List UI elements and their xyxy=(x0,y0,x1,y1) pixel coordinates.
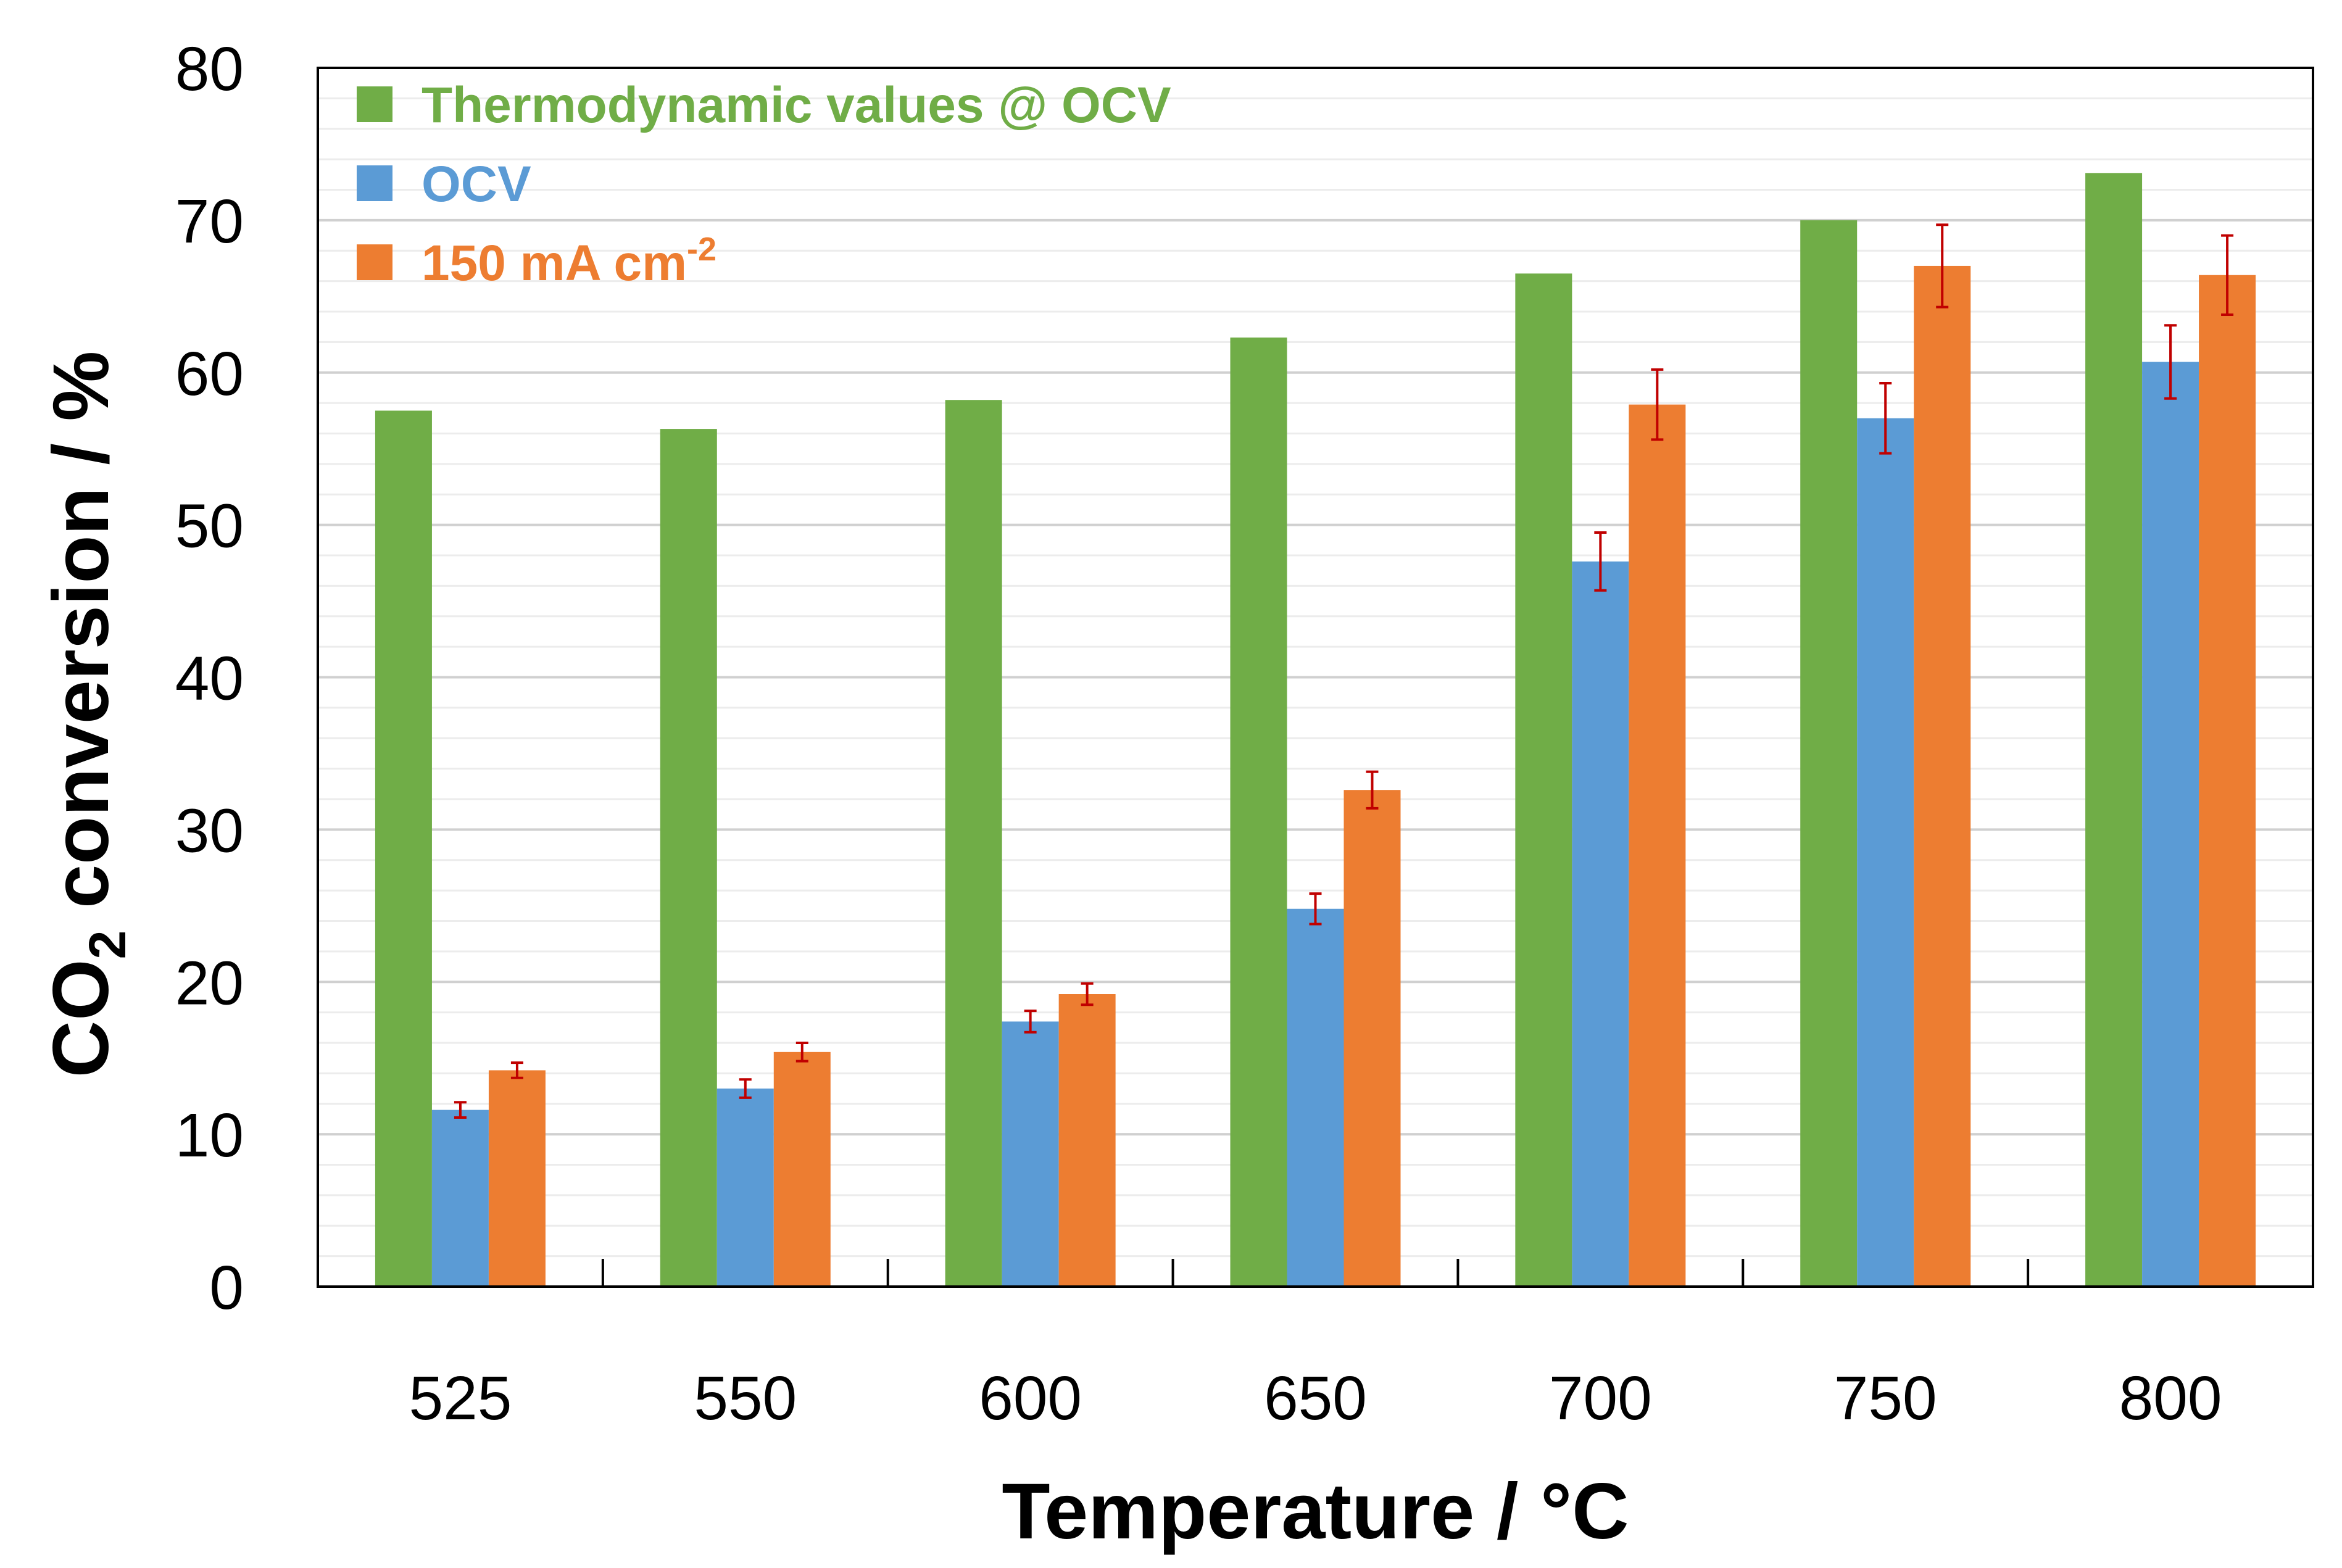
bar xyxy=(1343,790,1401,1287)
y-tick-label: 40 xyxy=(175,644,244,713)
bar xyxy=(1572,561,1629,1287)
x-tick-label: 550 xyxy=(694,1364,797,1433)
y-axis-title: CO2 conversion / % xyxy=(37,351,136,1078)
y-axis-tick-labels: 0 10 20 30 40 50 60 70 80 xyxy=(175,35,244,1322)
legend-label-text: 150 mA cm xyxy=(421,235,687,291)
minor-gridlines xyxy=(318,97,2313,1258)
bar xyxy=(2085,173,2143,1287)
y-axis-title-prefix: CO xyxy=(37,959,125,1077)
legend: Thermodynamic values @ OCV OCV 150 mA cm-2 xyxy=(357,77,1171,291)
bar xyxy=(945,400,1002,1287)
y-tick-label: 80 xyxy=(175,35,244,104)
bar xyxy=(488,1070,546,1287)
x-tick-label: 600 xyxy=(979,1364,1082,1433)
bars xyxy=(375,173,2256,1287)
x-axis-title: Temperature / °C xyxy=(1002,1467,1629,1556)
y-tick-label: 20 xyxy=(175,948,244,1018)
legend-swatch xyxy=(357,244,392,280)
legend-swatch xyxy=(357,165,392,201)
bar xyxy=(773,1052,831,1287)
error-bars xyxy=(454,223,2234,1119)
x-tick-label: 650 xyxy=(1264,1364,1367,1433)
bar xyxy=(2199,275,2256,1287)
x-tick-label: 700 xyxy=(1549,1364,1652,1433)
plot-area-frame xyxy=(317,67,2314,1288)
bar xyxy=(1914,265,1971,1287)
legend-swatch xyxy=(357,86,392,122)
x-tick-label: 750 xyxy=(1834,1364,1937,1433)
y-tick-label: 50 xyxy=(175,492,244,561)
bar xyxy=(660,429,717,1287)
y-axis-title-subscript: 2 xyxy=(78,931,136,960)
legend-label: OCV xyxy=(421,156,531,212)
y-tick-label: 10 xyxy=(175,1101,244,1170)
y-tick-label: 60 xyxy=(175,339,244,409)
bar xyxy=(1857,418,1914,1287)
bar xyxy=(1058,994,1116,1287)
legend-label-text: OCV xyxy=(421,156,531,212)
legend-label-superscript: -2 xyxy=(687,231,716,268)
legend-label-text: Thermodynamic values @ OCV xyxy=(421,77,1171,133)
x-tick-label: 525 xyxy=(409,1364,512,1433)
bar xyxy=(1287,908,1344,1287)
y-axis-title-suffix: conversion / % xyxy=(37,351,125,931)
y-tick-label: 0 xyxy=(209,1253,244,1322)
x-axis-tick-labels: 525 550 600 650 700 750 800 xyxy=(409,1364,2222,1433)
bar xyxy=(716,1089,774,1287)
legend-label: Thermodynamic values @ OCV xyxy=(421,77,1171,133)
y-tick-label: 70 xyxy=(175,187,244,256)
bar xyxy=(1800,220,1858,1287)
legend-label: 150 mA cm-2 xyxy=(421,231,716,291)
bar xyxy=(1230,337,1287,1287)
bar xyxy=(375,410,432,1287)
bar xyxy=(2142,362,2199,1287)
bar xyxy=(1515,273,1572,1287)
x-axis-ticks xyxy=(601,1259,2030,1287)
bar xyxy=(431,1110,489,1287)
y-tick-label: 30 xyxy=(175,796,244,865)
bar xyxy=(1002,1021,1059,1287)
bar xyxy=(1629,404,1686,1287)
x-tick-label: 800 xyxy=(2119,1364,2222,1433)
